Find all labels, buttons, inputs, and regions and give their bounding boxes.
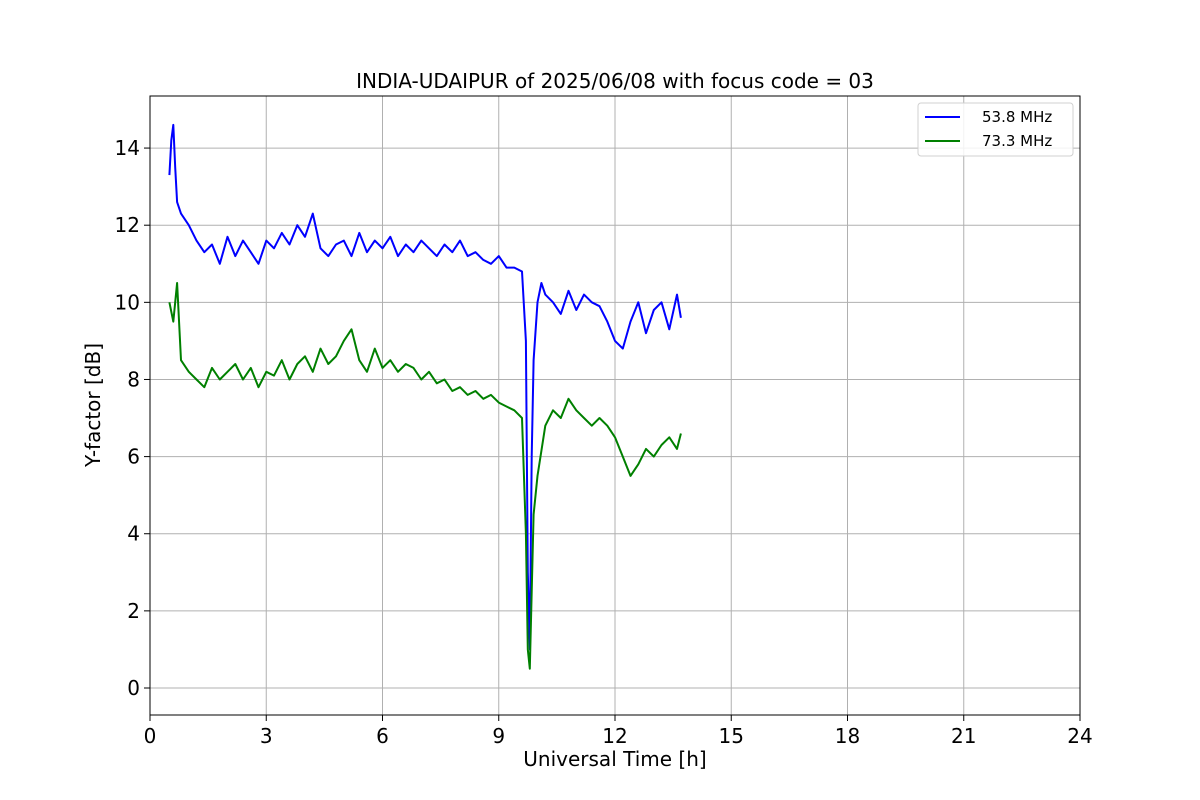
y-tick-label: 4 (127, 522, 140, 546)
series-layer (168, 123, 682, 670)
y-axis-label: Y-factor [dB] (81, 343, 105, 468)
x-tick-label: 9 (492, 724, 505, 748)
x-tick-label: 12 (602, 724, 627, 748)
y-tick-label: 6 (127, 445, 140, 469)
y-tick-label: 2 (127, 599, 140, 623)
legend-entry-53-8: 53.8 MHz (982, 108, 1052, 126)
x-tick-label: 15 (719, 724, 744, 748)
x-tick-label: 21 (951, 724, 976, 748)
x-axis-label: Universal Time [h] (523, 747, 706, 771)
y-tick-label: 8 (127, 367, 140, 391)
y-tick-label: 14 (115, 136, 140, 160)
y-tick-label: 10 (115, 290, 140, 314)
y-tick-label: 12 (115, 213, 140, 237)
chart-title: INDIA-UDAIPUR of 2025/06/08 with focus c… (356, 69, 874, 93)
x-tick-label: 18 (835, 724, 860, 748)
x-tick-label: 6 (376, 724, 389, 748)
series-line-53-8-mhz (168, 123, 682, 651)
y-tick-label: 0 (127, 676, 140, 700)
legend: 53.8 MHz 73.3 MHz (917, 102, 1074, 157)
legend-entry-73-3: 73.3 MHz (982, 132, 1052, 150)
x-tick-label: 24 (1067, 724, 1092, 748)
x-tick-label: 3 (260, 724, 273, 748)
series-line-73-3-mhz (168, 282, 682, 670)
x-tick-label: 0 (144, 724, 157, 748)
